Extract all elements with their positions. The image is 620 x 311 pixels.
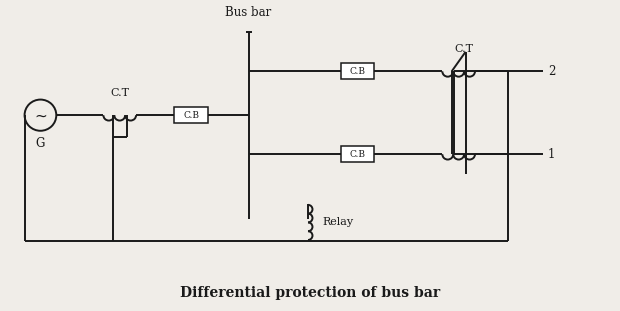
Text: C.T: C.T [454,44,473,54]
Text: ~: ~ [34,109,47,124]
Text: 1: 1 [548,148,556,161]
Text: C.B: C.B [350,67,366,76]
Text: C.B: C.B [350,150,366,159]
FancyBboxPatch shape [341,146,374,162]
Text: Differential protection of bus bar: Differential protection of bus bar [180,285,440,299]
FancyBboxPatch shape [174,107,208,123]
FancyBboxPatch shape [341,63,374,79]
Text: C.B: C.B [183,111,199,120]
Text: Bus bar: Bus bar [226,6,272,19]
Text: C.T: C.T [110,88,129,98]
Text: Relay: Relay [323,217,354,227]
Text: G: G [36,137,45,150]
Text: 2: 2 [548,65,556,78]
